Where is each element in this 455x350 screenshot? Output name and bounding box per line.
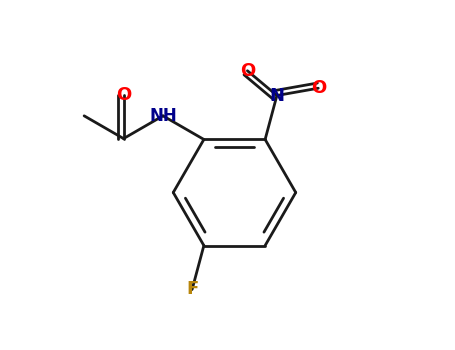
Text: O: O <box>116 86 131 104</box>
Text: F: F <box>186 280 198 299</box>
Text: N: N <box>269 86 284 105</box>
Text: O: O <box>311 79 326 97</box>
Text: O: O <box>240 62 255 80</box>
Text: NH: NH <box>149 107 177 125</box>
